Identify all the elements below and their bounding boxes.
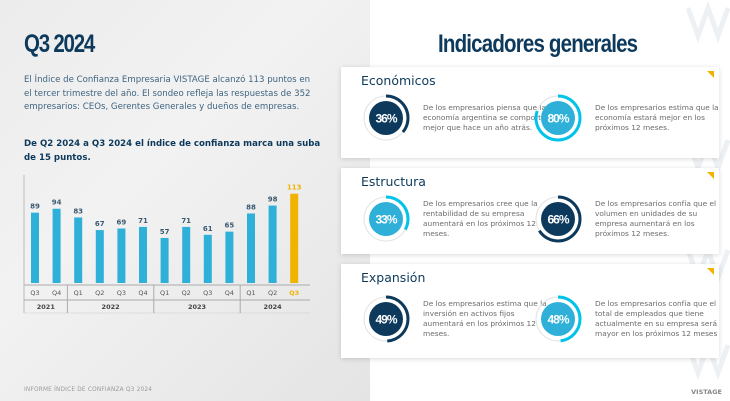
corner-accent bbox=[707, 268, 714, 275]
progress-ring: 49% bbox=[362, 295, 410, 343]
progress-ring: 33% bbox=[362, 195, 410, 243]
x-tick-label: Q1 bbox=[160, 289, 169, 297]
x-tick-label: Q2 bbox=[182, 289, 191, 297]
card-title: Económicos bbox=[361, 73, 436, 88]
bar-value-label: 89 bbox=[30, 203, 40, 211]
bar-value-label: 94 bbox=[52, 199, 62, 207]
x-tick-label: Q1 bbox=[246, 289, 255, 297]
bar bbox=[160, 237, 169, 283]
corner-accent bbox=[707, 172, 714, 179]
x-tick-label: Q2 bbox=[268, 289, 277, 297]
brand-logo: VISTAGE bbox=[691, 388, 722, 396]
bar-value-label: 61 bbox=[203, 225, 213, 233]
x-tick-label: Q3 bbox=[203, 289, 212, 297]
watermark-shape bbox=[685, 0, 730, 44]
confidence-index-chart: 89 Q3 94 Q4 83 Q1 67 Q2 69 Q3 71 Q4 57 Q1 71 Q2 61 Q3 65 Q4… bbox=[23, 175, 310, 314]
percentage-value: 49% bbox=[375, 313, 397, 327]
bar bbox=[290, 193, 299, 283]
x-tick-label: Q1 bbox=[74, 289, 83, 297]
year-label: 2024 bbox=[264, 303, 283, 311]
indicator: 33% De los empresarios cree que la renta… bbox=[361, 194, 549, 244]
bar bbox=[225, 231, 234, 283]
bar bbox=[203, 234, 212, 283]
bar bbox=[182, 226, 191, 283]
progress-ring: 48% bbox=[534, 295, 582, 343]
indicator-card-3: Expansión 49% De los empresarios estima … bbox=[341, 264, 719, 358]
bar bbox=[95, 230, 104, 283]
bar-value-label: 83 bbox=[73, 207, 83, 215]
bar-value-label: 113 bbox=[287, 184, 302, 192]
x-tick-label: Q4 bbox=[225, 289, 234, 297]
x-tick-label: Q2 bbox=[95, 289, 104, 297]
x-tick-label: Q3 bbox=[117, 289, 126, 297]
bar-value-label: 88 bbox=[246, 203, 256, 211]
progress-ring: 36% bbox=[362, 94, 410, 142]
card-title: Expansión bbox=[361, 270, 426, 285]
percentage-value: 66% bbox=[547, 213, 569, 227]
indicator: 36% De los empresarios piensa que la eco… bbox=[361, 93, 549, 143]
percentage-value: 48% bbox=[547, 313, 569, 327]
x-tick-label: Q4 bbox=[138, 289, 147, 297]
bar-value-label: 67 bbox=[95, 220, 105, 228]
bar bbox=[247, 213, 255, 283]
indicator-description: De los empresarios estima que la inversi… bbox=[423, 299, 547, 338]
progress-ring: 66% bbox=[534, 195, 582, 243]
year-label: 2021 bbox=[37, 303, 56, 311]
section-title: Indicadores generales bbox=[438, 30, 638, 58]
x-tick-label: Q4 bbox=[52, 289, 61, 297]
progress-ring: 80% bbox=[534, 94, 582, 142]
bar bbox=[117, 228, 126, 283]
footer-text: INFORME ÍNDICE DE CONFIANZA Q3 2024 bbox=[24, 387, 153, 393]
indicator-card-2: Estructura 33% De los empresarios cree q… bbox=[341, 168, 719, 254]
bar-value-label: 98 bbox=[268, 196, 278, 204]
bar-value-label: 69 bbox=[117, 218, 127, 226]
percentage-value: 33% bbox=[375, 213, 397, 227]
bar-value-label: 71 bbox=[138, 217, 148, 225]
bar bbox=[52, 208, 61, 283]
bar-value-label: 57 bbox=[160, 228, 170, 236]
corner-accent bbox=[707, 71, 714, 78]
bar bbox=[268, 205, 277, 283]
highlight-text: De Q2 2024 a Q3 2024 el índice de confia… bbox=[24, 139, 321, 163]
percentage-value: 36% bbox=[375, 112, 397, 126]
card-title: Estructura bbox=[361, 174, 426, 189]
left-panel bbox=[0, 0, 370, 401]
bar-value-label: 65 bbox=[225, 222, 235, 230]
indicator-description: De los empresarios estima que la economí… bbox=[595, 103, 719, 132]
indicator-description: De los empresarios piensa que la economí… bbox=[423, 103, 546, 132]
x-tick-label: Q3 bbox=[30, 289, 39, 297]
bar bbox=[74, 217, 83, 283]
year-label: 2023 bbox=[188, 303, 206, 311]
intro-text: El Índice de Confianza Empresaria VISTAG… bbox=[24, 75, 311, 112]
percentage-value: 80% bbox=[547, 112, 569, 126]
bar bbox=[31, 212, 39, 283]
indicator-description: De los empresarios confía que el total d… bbox=[595, 299, 718, 338]
bar bbox=[139, 226, 147, 283]
indicator-description: De los empresarios confía que el volumen… bbox=[595, 199, 717, 238]
indicator-description: De los empresarios cree que la rentabili… bbox=[423, 199, 538, 238]
indicator-card-1: Económicos 36% De los empresarios piensa… bbox=[341, 67, 719, 158]
indicator: 80% De los empresarios estima que la eco… bbox=[533, 93, 721, 143]
indicator: 49% De los empresarios estima que la inv… bbox=[361, 294, 549, 344]
indicator: 48% De los empresarios confía que el tot… bbox=[533, 294, 721, 344]
year-label: 2022 bbox=[102, 303, 120, 311]
indicator: 66% De los empresarios confía que el vol… bbox=[533, 194, 721, 244]
page-title: Q3 2024 bbox=[24, 30, 95, 58]
bar-value-label: 71 bbox=[181, 217, 191, 225]
x-tick-label: Q3 bbox=[289, 289, 299, 297]
